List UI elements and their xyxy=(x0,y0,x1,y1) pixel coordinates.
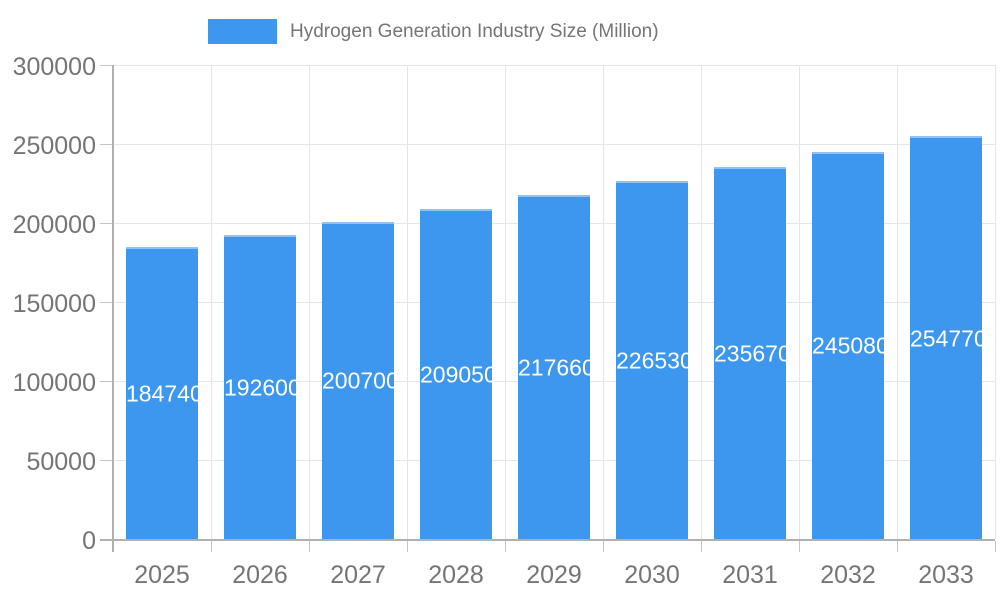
bar-value-label: 200700 xyxy=(322,367,394,394)
legend-swatch xyxy=(208,19,277,44)
x-axis-tick-label: 2033 xyxy=(918,561,974,589)
bar: 254770 xyxy=(910,136,982,539)
bar-value-label: 209050 xyxy=(420,361,492,388)
bar: 192600 xyxy=(224,234,296,539)
x-tick xyxy=(504,541,506,552)
h-gridline xyxy=(113,64,995,66)
x-tick xyxy=(896,541,898,552)
x-axis-tick-label: 2028 xyxy=(428,561,484,589)
y-axis-tick-label: 250000 xyxy=(12,132,96,160)
x-tick xyxy=(308,541,310,552)
v-gridline xyxy=(896,65,898,539)
y-axis-tick-label: 300000 xyxy=(12,53,96,81)
y-tick xyxy=(100,222,113,224)
bar: 226530 xyxy=(616,181,688,539)
bar: 209050 xyxy=(420,208,492,539)
y-tick xyxy=(100,64,113,66)
x-axis-tick-label: 2031 xyxy=(722,561,778,589)
y-axis-tick-label: 0 xyxy=(82,527,96,555)
v-gridline xyxy=(504,65,506,539)
x-tick xyxy=(406,541,408,552)
y-axis-tick-label: 200000 xyxy=(12,211,96,239)
bar: 245080 xyxy=(812,151,884,539)
bar: 217660 xyxy=(518,195,590,539)
x-tick xyxy=(994,541,996,552)
x-tick xyxy=(700,541,702,552)
x-tick xyxy=(602,541,604,552)
legend-label: Hydrogen Generation Industry Size (Milli… xyxy=(290,21,659,42)
bar-value-label: 184740 xyxy=(126,380,198,407)
bar-value-label: 235670 xyxy=(714,340,786,367)
bar-value-label: 192600 xyxy=(224,374,296,401)
y-tick xyxy=(100,380,113,382)
x-axis-tick-label: 2029 xyxy=(526,561,582,589)
x-axis-tick-label: 2025 xyxy=(134,561,190,589)
bar: 200700 xyxy=(322,221,394,539)
v-gridline xyxy=(994,65,996,539)
bar-value-label: 254770 xyxy=(910,325,982,352)
y-axis-tick-label: 150000 xyxy=(12,290,96,318)
y-tick xyxy=(100,143,113,145)
x-tick xyxy=(210,541,212,552)
v-gridline xyxy=(210,65,212,539)
y-axis-line xyxy=(112,65,114,552)
x-tick xyxy=(798,541,800,552)
bar: 184740 xyxy=(126,247,198,539)
y-axis-tick-label: 100000 xyxy=(12,369,96,397)
bar-value-label: 226530 xyxy=(616,347,688,374)
x-axis-line xyxy=(100,539,995,541)
bar-value-label: 217660 xyxy=(518,354,590,381)
v-gridline xyxy=(308,65,310,539)
y-tick xyxy=(100,459,113,461)
v-gridline xyxy=(798,65,800,539)
x-axis-tick-label: 2030 xyxy=(624,561,680,589)
h-gridline xyxy=(113,143,995,145)
y-tick xyxy=(100,301,113,303)
bar: 235670 xyxy=(714,166,786,539)
x-axis-tick-label: 2032 xyxy=(820,561,876,589)
bar-value-label: 245080 xyxy=(812,332,884,359)
legend[interactable]: Hydrogen Generation Industry Size (Milli… xyxy=(208,19,659,44)
v-gridline xyxy=(602,65,604,539)
x-axis-tick-label: 2026 xyxy=(232,561,288,589)
x-axis-tick-label: 2027 xyxy=(330,561,386,589)
y-axis-tick-label: 50000 xyxy=(26,448,96,476)
v-gridline xyxy=(700,65,702,539)
v-gridline xyxy=(406,65,408,539)
